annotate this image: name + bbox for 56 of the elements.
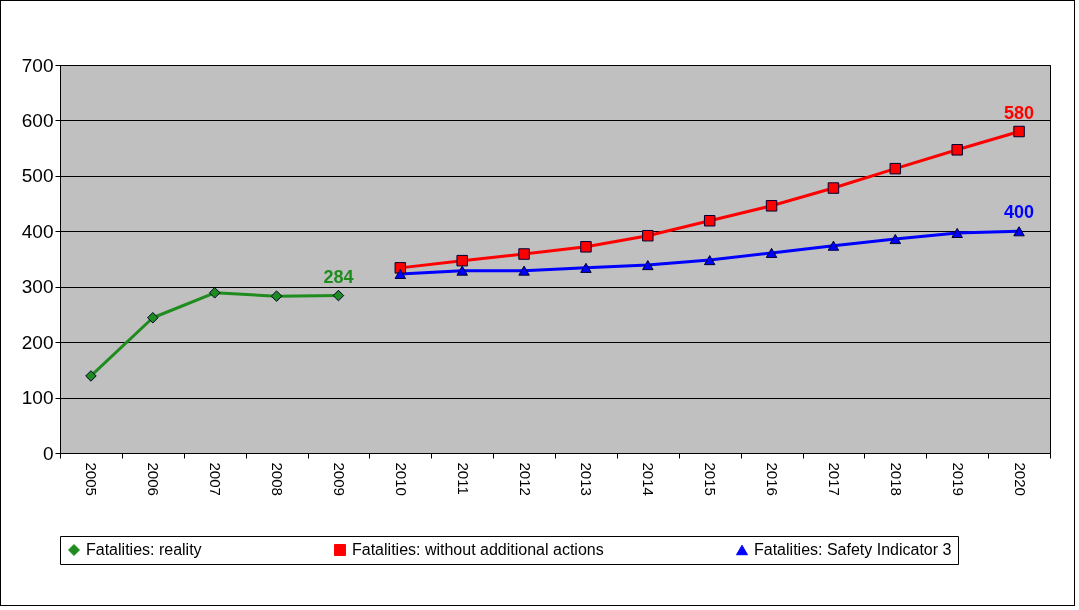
x-tick-label: 2006	[145, 462, 163, 496]
y-tick-label: 0	[42, 442, 54, 464]
x-tick-label: 2019	[949, 462, 967, 496]
point	[580, 241, 592, 253]
point	[951, 227, 963, 238]
point	[580, 262, 592, 273]
point	[889, 162, 902, 175]
x-tick-label: 2013	[578, 462, 596, 496]
x-tick-label: 2016	[764, 462, 782, 496]
point	[827, 182, 840, 194]
x-tick-label: 2015	[702, 462, 720, 496]
x-tick-label: 2005	[83, 462, 101, 496]
point	[703, 255, 716, 266]
point	[518, 248, 530, 260]
y-tick-label: 700	[21, 54, 54, 76]
point	[456, 254, 468, 267]
point	[456, 265, 468, 276]
point	[642, 260, 654, 271]
y-tick-label: 600	[21, 109, 54, 131]
point	[208, 287, 221, 299]
y-tick-label: 400	[21, 220, 54, 242]
point	[889, 234, 902, 245]
legend-label: Fatalities: Safety Indicator 3	[754, 541, 952, 558]
x-tick-label: 2008	[269, 462, 287, 496]
point	[1013, 226, 1025, 237]
x-tick-label: 2007	[207, 462, 225, 496]
legend-label: Fatalities: without additional actions	[352, 541, 604, 558]
point	[765, 247, 778, 258]
point	[332, 289, 345, 302]
data-label: 580	[1004, 102, 1035, 123]
x-tick-label: 2017	[825, 462, 843, 496]
x-tick-label: 2012	[516, 462, 534, 496]
point	[1013, 125, 1025, 138]
point	[270, 290, 283, 302]
x-tick-label: 2018	[887, 462, 905, 496]
y-tick-label: 300	[21, 276, 54, 298]
point	[703, 215, 716, 227]
x-tick-label: 2009	[330, 462, 348, 496]
legend-label: Fatalities: reality	[86, 541, 202, 558]
y-tick-label: 100	[21, 387, 54, 409]
point	[765, 200, 778, 212]
y-tick-label: 200	[21, 331, 54, 353]
x-tick-label: 2014	[640, 462, 658, 496]
point	[147, 312, 159, 324]
point	[85, 370, 97, 382]
x-tick-label: 2010	[392, 462, 410, 496]
x-tick-label: 2020	[1011, 462, 1029, 496]
point	[642, 229, 654, 242]
point	[951, 144, 963, 156]
point	[394, 268, 407, 280]
data-label: 284	[323, 266, 354, 287]
x-tick-label: 2011	[454, 462, 472, 495]
y-tick-label: 500	[21, 165, 54, 187]
point	[827, 240, 840, 251]
data-label: 400	[1004, 202, 1035, 223]
point	[518, 265, 530, 276]
